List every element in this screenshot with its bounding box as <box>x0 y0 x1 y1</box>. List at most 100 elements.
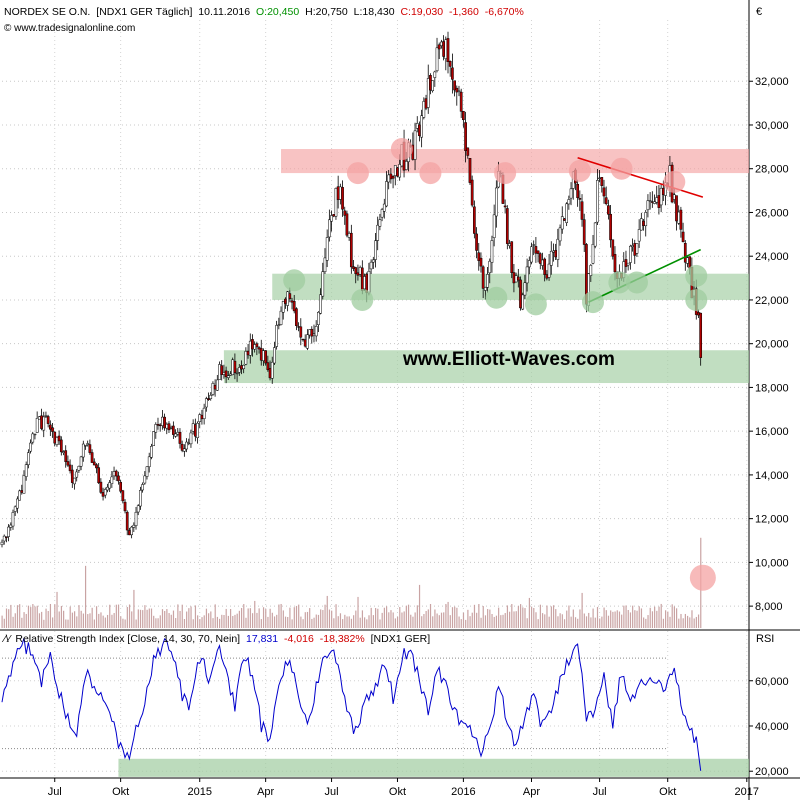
volume-bar <box>36 605 38 628</box>
candle-down <box>681 231 685 243</box>
volume-bar <box>117 604 120 628</box>
candle-down <box>459 91 463 112</box>
candle-down <box>609 213 612 241</box>
volume-bar <box>588 612 590 628</box>
candle-down <box>505 208 509 244</box>
candle-down <box>396 167 399 177</box>
volume-bar <box>8 609 10 628</box>
candle-down <box>295 308 298 326</box>
volume-bar <box>25 613 27 628</box>
candle-up <box>141 484 144 491</box>
candle-up <box>152 431 155 446</box>
candle-down <box>53 431 57 444</box>
candle-up <box>626 262 630 266</box>
candle-down <box>46 416 50 424</box>
volume-bar <box>625 605 627 628</box>
candle-up <box>235 372 239 375</box>
volume-bar <box>247 608 249 628</box>
candle-up <box>139 490 142 507</box>
instrument-name: NORDEX SE O.N. <box>4 6 90 18</box>
volume-bar <box>695 616 697 628</box>
candle-down <box>675 195 678 222</box>
volume-bar <box>106 614 109 628</box>
candle-up <box>108 482 112 489</box>
candle-down <box>545 274 549 279</box>
volume-bar <box>651 611 654 628</box>
volume-bar <box>537 619 539 628</box>
candle-up <box>371 259 375 263</box>
volume-bar <box>276 614 278 628</box>
volume-bar <box>447 601 449 628</box>
volume-bar <box>236 613 238 628</box>
candle-up <box>77 465 81 471</box>
volume-bar <box>654 606 656 628</box>
candle-down <box>5 536 8 538</box>
candle-up <box>591 243 595 264</box>
volume-bar <box>111 614 113 628</box>
candle-up <box>508 243 511 247</box>
header-low: L:18,430 <box>354 6 395 18</box>
volume-bar <box>429 604 432 628</box>
volume-bar <box>58 611 60 628</box>
volume-bar <box>161 609 164 628</box>
candle-down <box>510 241 514 274</box>
volume-bar <box>530 606 533 628</box>
volume-bar <box>403 611 405 628</box>
volume-bar <box>311 618 313 628</box>
volume-bar <box>192 619 194 628</box>
candle-up <box>147 456 151 468</box>
volume-bar <box>122 618 124 628</box>
price-tick-label: 10,000 <box>755 557 789 569</box>
candle-down <box>90 452 94 463</box>
volume-bar <box>93 619 95 628</box>
volume-bar <box>381 612 383 628</box>
candle-up <box>686 257 689 264</box>
candle-down <box>475 233 478 251</box>
volume-bar <box>456 607 458 628</box>
volume-bar <box>425 611 427 628</box>
candle-down <box>101 492 105 497</box>
time-tick-label: 2015 <box>187 786 211 798</box>
candle-down <box>650 201 654 203</box>
volume-bar <box>445 603 447 628</box>
candle-down <box>266 362 270 370</box>
candle-down <box>429 75 432 91</box>
price-tick-label: 18,000 <box>755 382 789 394</box>
candle-up <box>484 287 487 291</box>
price-grid <box>2 20 749 628</box>
candle-down <box>48 424 52 430</box>
volume-bar <box>199 619 201 628</box>
candle-down <box>251 339 254 350</box>
volume-bar <box>177 604 179 628</box>
volume-bar <box>337 616 339 628</box>
candle-up <box>136 505 140 513</box>
volume-bar <box>465 619 467 628</box>
volume-bar <box>144 605 146 628</box>
candle-down <box>310 328 314 337</box>
candle-up <box>635 243 639 254</box>
volume-bar <box>194 605 197 628</box>
volume-bar <box>379 619 381 628</box>
volume-bar <box>293 607 295 628</box>
volume-bar <box>401 612 403 628</box>
candle-up <box>328 219 331 238</box>
volume-bar <box>592 608 594 628</box>
volume-bar <box>390 610 392 628</box>
volume-bar <box>546 605 548 628</box>
volume-bar <box>691 610 693 628</box>
candle-up <box>653 201 656 204</box>
candle-up <box>494 187 498 217</box>
support-touch-marker <box>685 288 708 311</box>
volume-bar <box>594 617 596 628</box>
volume-bar <box>304 612 306 628</box>
price-tick-label: 14,000 <box>755 470 789 482</box>
header-close: C:19,030 <box>400 6 443 18</box>
volume-bar <box>366 619 368 628</box>
volume-bar <box>555 609 557 628</box>
candle-down <box>613 254 617 273</box>
volume-bar <box>12 616 14 628</box>
candle-down <box>473 206 476 234</box>
candle-up <box>444 39 448 59</box>
volume-bar <box>399 606 401 628</box>
candle-up <box>521 294 525 310</box>
